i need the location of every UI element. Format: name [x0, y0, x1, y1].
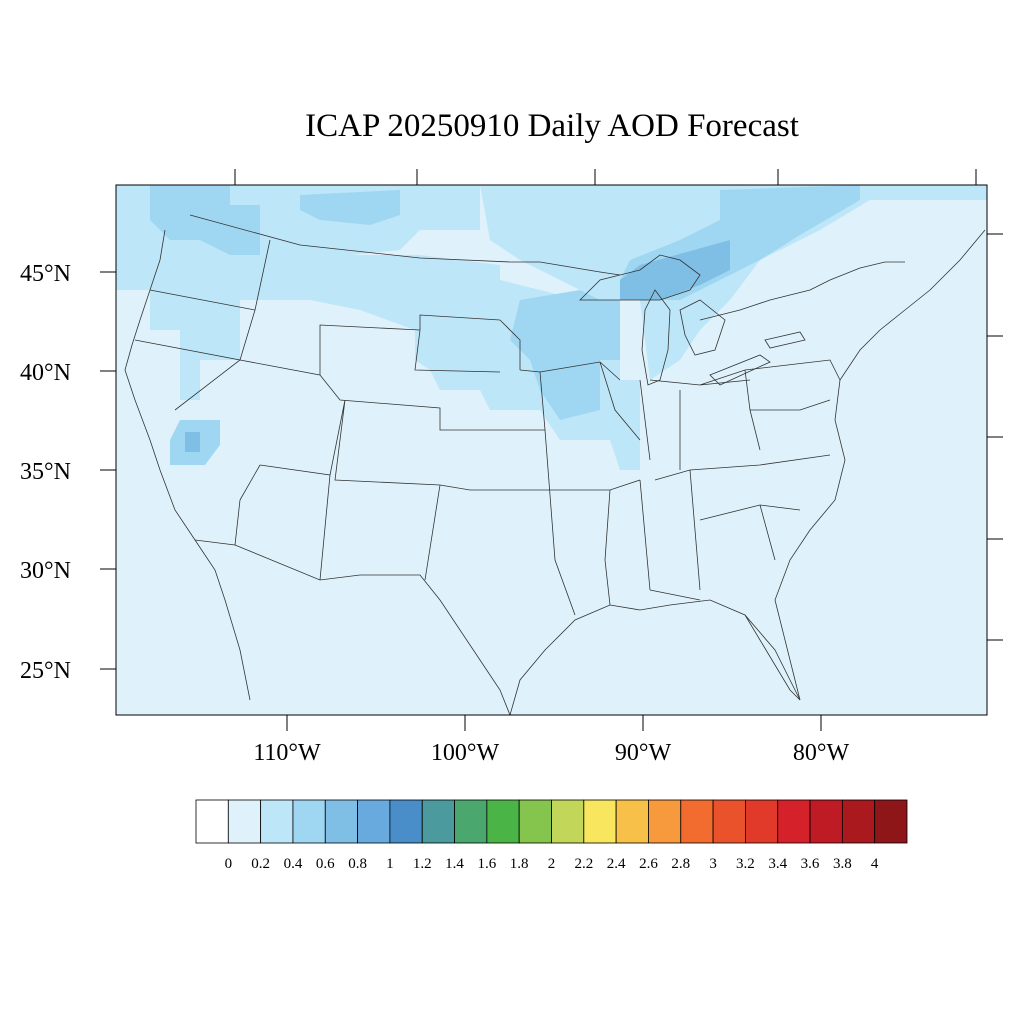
lake-huron [679, 299, 726, 356]
colorbar-label: 1.4 [445, 856, 464, 872]
lat-label-30: 30°N [20, 558, 71, 584]
aod-field [116, 185, 987, 470]
colorbar [195, 799, 908, 844]
state-lines [134, 239, 841, 616]
lat-label-35: 35°N [20, 459, 71, 485]
colorbar-swatch [324, 799, 358, 844]
lat-label-40: 40°N [20, 360, 71, 386]
lon-label-110w: 110°W [253, 740, 321, 766]
colorbar-swatch [195, 799, 229, 844]
left-ticks [100, 271, 116, 670]
lon-label-100w: 100°W [431, 740, 500, 766]
colorbar-swatch [680, 799, 714, 844]
lake-superior [579, 254, 701, 301]
west-coast [124, 229, 251, 701]
colorbar-swatch [583, 799, 617, 844]
lake-ontario [764, 331, 806, 349]
lake-michigan [641, 289, 671, 386]
colorbar-label: 4 [871, 856, 879, 872]
aod-region-northwest-strong [150, 185, 260, 255]
colorbar-swatch [615, 799, 649, 844]
lon-label-80w: 80°W [793, 740, 850, 766]
gulf-coast [509, 599, 801, 715]
lat-label-45: 45°N [20, 261, 71, 287]
colorbar-swatch [292, 799, 326, 844]
us-canada-border-east [699, 261, 905, 321]
colorbar-label: 3 [709, 856, 717, 872]
colorbar-label: 0.6 [316, 856, 335, 872]
us-canada-border [189, 214, 621, 276]
colorbar-swatch [745, 799, 779, 844]
right-ticks [987, 233, 1003, 641]
colorbar-swatch [551, 799, 585, 844]
top-ticks [234, 169, 977, 185]
colorbar-swatch [648, 799, 682, 844]
florida [744, 614, 801, 701]
colorbar-label: 3.2 [736, 856, 755, 872]
colorbar-label: 2.6 [639, 856, 658, 872]
colorbar-label: 1.2 [413, 856, 432, 872]
colorbar-label: 0.4 [284, 856, 303, 872]
lat-label-25: 25°N [20, 658, 71, 684]
colorbar-label: 0 [225, 856, 233, 872]
colorbar-swatch [518, 799, 552, 844]
colorbar-label: 3.4 [768, 856, 787, 872]
colorbar-swatch [389, 799, 423, 844]
colorbar-swatch [777, 799, 811, 844]
aod-region-southern-california-core [185, 432, 200, 452]
colorbar-label: 0.8 [348, 856, 367, 872]
colorbar-swatch [357, 799, 391, 844]
map-title: ICAP 20250910 Daily AOD Forecast [305, 108, 799, 144]
aod-region-canada-top [300, 190, 400, 225]
colorbar-swatch [421, 799, 455, 844]
colorbar-label: 2.2 [574, 856, 593, 872]
map-frame [115, 184, 988, 716]
colorbar-swatch [874, 799, 908, 844]
colorbar-swatch [809, 799, 843, 844]
colorbar-swatch [712, 799, 746, 844]
colorbar-label: 3.6 [801, 856, 820, 872]
colorbar-label: 1.6 [477, 856, 496, 872]
aod-region-upper-midwest [510, 280, 620, 420]
lon-label-90w: 90°W [615, 740, 672, 766]
aod-region-great-lakes [620, 240, 730, 300]
colorbar-swatch [841, 799, 876, 844]
colorbar-label: 1.8 [510, 856, 529, 872]
colorbar-label: 2.8 [671, 856, 690, 872]
us-mexico-border [194, 539, 511, 715]
lat-labels: 45°N 40°N 35°N 30°N 25°N [20, 261, 71, 684]
colorbar-label: 2 [548, 856, 556, 872]
colorbar-label: 1 [386, 856, 394, 872]
lon-labels: 110°W 100°W 90°W 80°W [253, 740, 849, 766]
lake-erie [709, 354, 771, 386]
colorbar-label: 0.2 [251, 856, 270, 872]
colorbar-label: 2.4 [607, 856, 626, 872]
colorbar-swatch [227, 799, 262, 844]
colorbar-swatch [454, 799, 488, 844]
aod-region-ontario [480, 185, 987, 380]
colorbar-labels: 0 0.2 0.4 0.6 0.8 1 1.2 1.4 1.6 1.8 2 2.2 2.4 2.6 2.8 3… [225, 856, 879, 872]
colorbar-label: 3.8 [833, 856, 852, 872]
colorbar-swatch [486, 799, 520, 844]
atlantic-coast [774, 229, 986, 701]
boundaries [124, 214, 986, 715]
colorbar-swatch [260, 799, 294, 844]
bottom-ticks [286, 715, 822, 731]
